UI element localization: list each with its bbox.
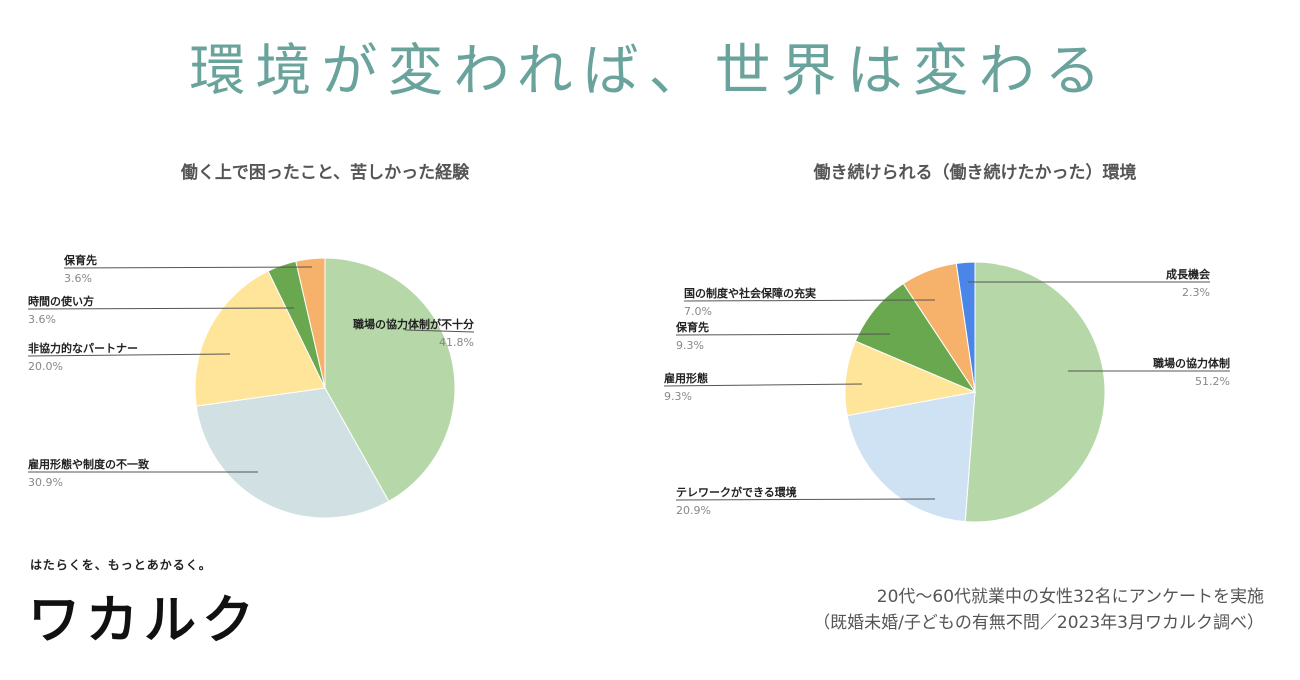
slice-value-label: 2.3% <box>1182 286 1210 299</box>
slice-label: 非協力的なパートナー <box>28 341 138 355</box>
slice-value-label: 20.0% <box>28 360 63 373</box>
survey-note: 20代〜60代就業中の女性32名にアンケートを実施 （既婚未婚/子どもの有無不問… <box>813 584 1264 636</box>
brand-tagline: はたらくを、もっとあかるく。 <box>30 558 212 572</box>
slice-label: 保育先 <box>63 253 97 267</box>
slice-value-label: 51.2% <box>1195 375 1230 388</box>
pie-slice <box>964 261 1106 523</box>
slice-value-label: 3.6% <box>64 272 92 285</box>
slice-value-label: 30.9% <box>28 476 63 489</box>
pie-slice <box>195 387 390 519</box>
slice-value-label: 3.6% <box>28 313 56 326</box>
leader-line <box>675 498 936 501</box>
pie-slice <box>955 261 976 393</box>
pie-slice <box>324 257 456 502</box>
slice-label: 職場の協力体制が不十分 <box>353 317 474 331</box>
leader-line <box>27 307 295 310</box>
pie-slice <box>295 257 326 389</box>
brand-logo: ワカルク <box>28 591 261 651</box>
leader-line <box>63 266 313 269</box>
slice-label: 雇用形態 <box>664 371 708 385</box>
slice-value-label: 7.0% <box>684 305 712 318</box>
leader-line <box>27 353 231 357</box>
chart1-title: 働く上で困ったこと、苦しかった経験 <box>180 163 470 183</box>
slice-label: 時間の使い方 <box>28 294 94 308</box>
survey-note-line1: 20代〜60代就業中の女性32名にアンケートを実施 <box>876 587 1264 607</box>
slice-value-label: 41.8% <box>439 336 474 349</box>
leader-line <box>404 329 475 333</box>
slice-label: 職場の協力体制 <box>1153 356 1230 370</box>
leader-line <box>683 299 936 302</box>
slice-value-label: 9.3% <box>664 390 692 403</box>
slice-label: 国の制度や社会保障の充実 <box>684 286 816 300</box>
slice-label: 保育先 <box>675 320 709 334</box>
survey-note-line2: （既婚未婚/子どもの有無不問／2023年3月ワカルク調べ） <box>813 613 1264 633</box>
leader-line <box>663 383 863 387</box>
headline: 環境が変われば、世界は変わる <box>189 39 1111 104</box>
leader-line <box>675 333 891 336</box>
slice-label: テレワークができる環境 <box>676 485 797 499</box>
pie-chart-2: 職場の協力体制 51.2% テレワークができる環境 20.9% 雇用形態 9.3% 保育先 9… <box>663 261 1230 523</box>
slice-value-label: 9.3% <box>676 339 704 352</box>
slice-value-label: 20.9% <box>676 504 711 517</box>
pie-slice <box>194 270 326 407</box>
pie-chart-1: 職場の協力体制が不十分 41.8% 雇用形態や制度の不一致 30.9% 非協力的なパート… <box>27 253 475 519</box>
slice-label: 雇用形態や制度の不一致 <box>28 457 150 471</box>
pie-slice <box>846 391 976 523</box>
slice-label: 成長機会 <box>1166 267 1211 281</box>
chart2-title: 働き続けられる（働き続けたかった）環境 <box>813 163 1137 183</box>
